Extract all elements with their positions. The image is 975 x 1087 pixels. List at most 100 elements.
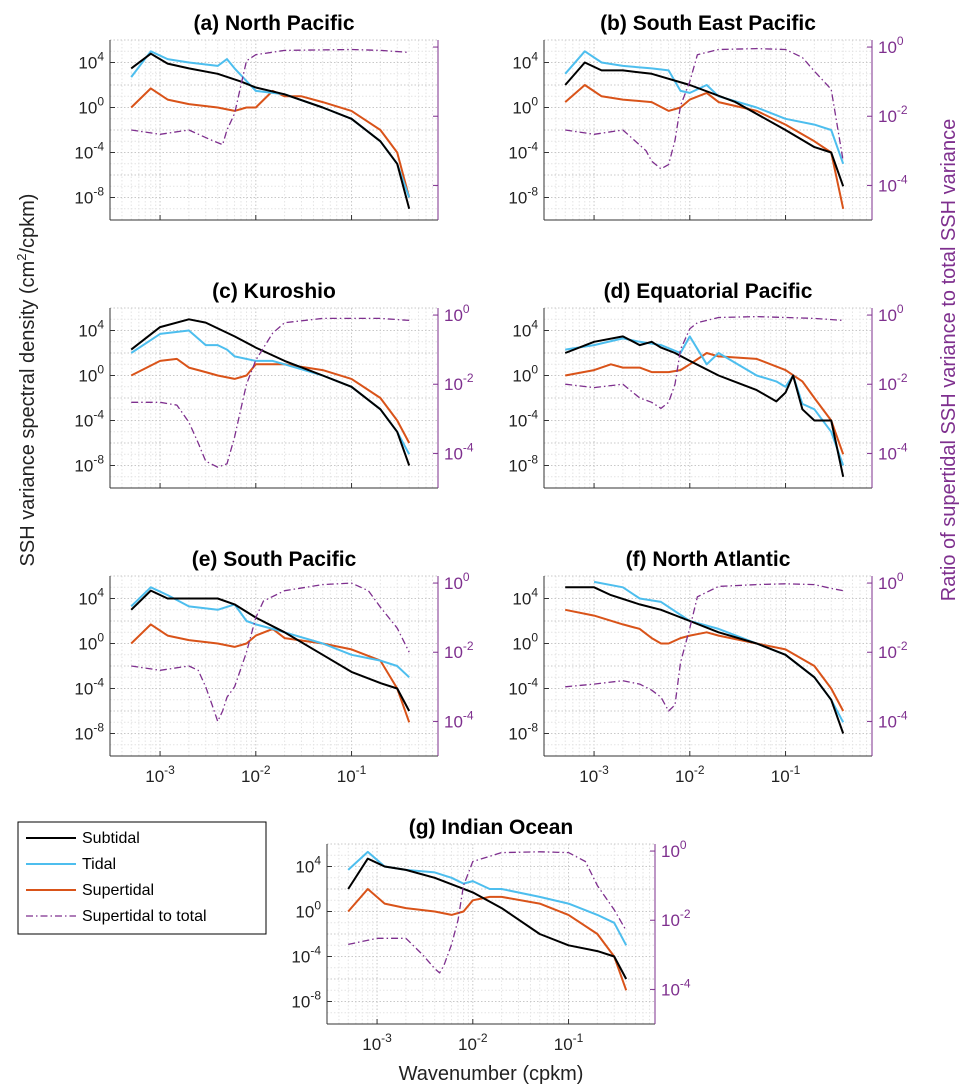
panel-a-title: (a) North Pacific — [193, 12, 354, 35]
y2-tick-label: 10-4 — [878, 172, 908, 195]
y2-tick-label: 10-4 — [878, 708, 908, 731]
panel-b-supertidal-line — [564, 84, 845, 210]
panel-e-grid — [109, 575, 439, 757]
panel-a-tidal-line — [130, 50, 411, 198]
y2-tick-label: 100 — [444, 302, 470, 325]
y-tick-label: 104 — [512, 318, 538, 341]
y-tick-label: 10-4 — [74, 676, 104, 699]
y-axis-label: SSH variance spectral density (cm2/cpkm) — [14, 194, 39, 567]
legend-label-tidal: Tidal — [82, 856, 116, 873]
panel-c-supertidal-line — [130, 357, 411, 444]
y-tick-label: 10-4 — [508, 140, 538, 163]
x-tick-label: 10-1 — [771, 763, 801, 786]
y-tick-label: 100 — [512, 95, 538, 118]
y-tick-label: 10-8 — [74, 185, 104, 208]
panel-g-title: (g) Indian Ocean — [409, 816, 574, 839]
panel-b-ratio-line — [565, 47, 844, 170]
y2-tick-label: 10-2 — [878, 639, 908, 662]
y2-tick-label: 10-2 — [444, 371, 474, 394]
panel-d-supertidal-line — [565, 352, 845, 455]
panel-g-ratio-line — [348, 851, 627, 974]
x-tick-label: 10-1 — [337, 763, 367, 786]
x-tick-label: 10-3 — [145, 763, 175, 786]
x-tick-label: 10-1 — [554, 1031, 584, 1054]
y-tick-label: 100 — [295, 899, 321, 922]
y-tick-label: 10-4 — [74, 408, 104, 431]
panel-b-grid — [543, 39, 873, 221]
panel-d-subtidal-line — [564, 335, 845, 478]
panel-g-tidal-line — [347, 850, 628, 946]
y2-tick-label: 100 — [878, 570, 904, 593]
panel-d-title: (d) Equatorial Pacific — [604, 280, 813, 303]
y2-tick-label: 10-4 — [444, 708, 474, 731]
y-tick-label: 100 — [512, 631, 538, 654]
panel-g-supertidal-line — [347, 888, 628, 991]
y-tick-label: 100 — [78, 631, 104, 654]
panel-c-tidal-line — [130, 329, 411, 455]
panel-d-tidal-line — [565, 335, 845, 466]
y-tick-label: 10-4 — [291, 944, 321, 967]
y-tick-label: 100 — [78, 363, 104, 386]
y2-tick-label: 10-2 — [878, 371, 908, 394]
y-tick-label: 10-8 — [508, 453, 538, 476]
panel-c-ratio-line — [131, 317, 410, 468]
panel-a-supertidal-line — [130, 87, 411, 198]
panel-a-grid — [109, 39, 439, 221]
panel-f-title: (f) North Atlantic — [626, 548, 791, 571]
panel-b-tidal-line — [564, 50, 845, 165]
y-tick-label: 104 — [78, 50, 104, 73]
y2-tick-label: 10-2 — [444, 639, 474, 662]
y-tick-label: 10-8 — [291, 989, 321, 1012]
legend-label-supertidal: Supertidal — [82, 882, 154, 899]
y-tick-label: 10-8 — [508, 185, 538, 208]
y2-tick-label: 10-4 — [661, 976, 691, 999]
y2-tick-label: 10-4 — [444, 440, 474, 463]
panel-a-subtidal-line — [130, 52, 411, 210]
panel-e-title: (e) South Pacific — [192, 548, 357, 571]
y-tick-label: 10-8 — [508, 721, 538, 744]
y2-tick-label: 10-2 — [661, 907, 691, 930]
y-tick-label: 10-8 — [74, 721, 104, 744]
y-tick-label: 100 — [78, 95, 104, 118]
y2-tick-label: 100 — [878, 34, 904, 57]
panel-c-subtidal-line — [130, 318, 411, 466]
x-tick-label: 10-3 — [579, 763, 609, 786]
y2-tick-label: 10-4 — [878, 440, 908, 463]
panel-f-grid — [543, 575, 873, 757]
y2-tick-label: 10-2 — [878, 103, 908, 126]
y-tick-label: 10-4 — [74, 140, 104, 163]
y-tick-label: 104 — [295, 854, 321, 877]
y2-tick-label: 100 — [661, 838, 687, 861]
legend: Subtidal Tidal Supertidal Supertidal to tot… — [17, 821, 267, 935]
y-tick-label: 104 — [512, 586, 538, 609]
x-tick-label: 10-2 — [675, 763, 705, 786]
y2-axis-label: Ratio of supertidal SSH variance to tota… — [938, 119, 960, 601]
y-tick-label: 10-4 — [508, 676, 538, 699]
legend-label-ratio: Supertidal to total — [82, 908, 207, 925]
panel-g-subtidal-line — [347, 857, 628, 980]
panel-b-title: (b) South East Pacific — [600, 12, 816, 35]
panel-f-ratio-line — [565, 583, 844, 712]
y-tick-label: 104 — [512, 50, 538, 73]
panel-e-supertidal-line — [130, 623, 411, 723]
y-tick-label: 10-8 — [74, 453, 104, 476]
panel-d-grid — [543, 307, 873, 489]
panel-d-ratio-line — [565, 315, 844, 410]
y-tick-label: 100 — [512, 363, 538, 386]
y2-tick-label: 100 — [444, 570, 470, 593]
legend-box — [17, 821, 267, 935]
panel-f-supertidal-line — [565, 608, 845, 712]
panel-f-tidal-line — [593, 580, 845, 723]
panel-g-grid — [326, 843, 656, 1025]
panel-e-ratio-line — [131, 582, 410, 723]
panel-c-title: (c) Kuroshio — [212, 280, 336, 303]
x-tick-label: 10-2 — [241, 763, 271, 786]
y-tick-label: 104 — [78, 318, 104, 341]
x-axis-label: Wavenumber (cpkm) — [399, 1063, 584, 1085]
x-tick-label: 10-2 — [458, 1031, 488, 1054]
panel-b-subtidal-line — [564, 61, 845, 187]
y-tick-label: 10-4 — [508, 408, 538, 431]
legend-label-subtidal: Subtidal — [82, 830, 140, 847]
y2-tick-label: 100 — [878, 302, 904, 325]
